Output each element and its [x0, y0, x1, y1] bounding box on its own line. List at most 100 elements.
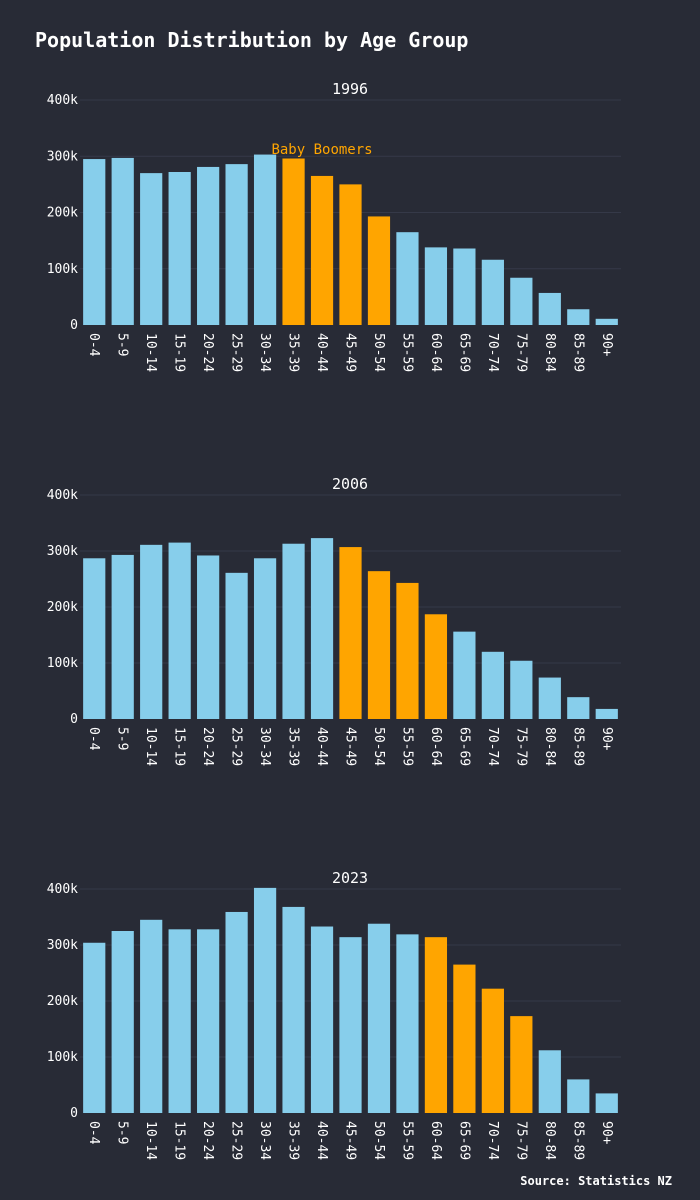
x-tick-label: 40-44	[314, 1121, 329, 1160]
y-tick-label: 0	[70, 1106, 78, 1121]
bar-2023-5-9	[111, 931, 134, 1113]
x-tick-label: 75-79	[513, 1121, 528, 1160]
bar-2006-5-9	[111, 554, 134, 719]
bar-1996-0-4	[83, 159, 106, 325]
chart-panel-1996: 0 100k 200k 300k 400k 1996 0-4 5-9 10-14 15-19 20-…	[47, 80, 621, 372]
x-tick-label: 75-79	[513, 727, 528, 766]
bar-1996-55-59	[396, 232, 419, 325]
x-tick-label: 0-4	[86, 333, 101, 357]
x-tick-label: 50-54	[371, 333, 386, 372]
bar-1996-85-89	[567, 309, 590, 325]
x-tick-label: 40-44	[314, 727, 329, 766]
x-tick-label: 80-84	[542, 727, 557, 766]
x-tick-label: 20-24	[200, 727, 215, 766]
x-tick-label: 90+	[599, 1121, 614, 1145]
x-tick-label: 45-49	[343, 333, 358, 372]
x-tick-label: 35-39	[286, 727, 301, 766]
bar-2023-45-49	[339, 937, 362, 1113]
y-tick-label: 200k	[47, 206, 78, 221]
x-tick-label: 20-24	[200, 1121, 215, 1160]
bar-2023-50-54	[367, 923, 391, 1113]
x-tick-label: 50-54	[371, 1121, 386, 1160]
x-tick-label: 75-79	[513, 333, 528, 372]
y-tick-label: 100k	[47, 1050, 78, 1065]
bar-1996-60-64	[424, 247, 448, 325]
x-tick-label: 65-69	[456, 1121, 471, 1160]
y-tick-label: 100k	[47, 262, 78, 277]
bar-2023-55-59	[396, 934, 419, 1113]
x-tick-label: 60-64	[428, 1121, 443, 1160]
bar-2006-20-24	[197, 555, 220, 719]
y-tick-label: 200k	[47, 994, 78, 1009]
bar-2023-10-14	[140, 919, 163, 1113]
x-tick-label: 65-69	[456, 727, 471, 766]
x-tick-label: 90+	[599, 727, 614, 751]
bar-1996-65-69	[453, 248, 476, 325]
bar-2006-10-14	[140, 544, 163, 719]
y-tick-label: 100k	[47, 656, 78, 671]
bar-2006-80-84	[538, 677, 561, 719]
bar-2023-25-29	[225, 911, 248, 1113]
bar-1996-35-39	[282, 158, 305, 325]
bar-1996-15-19	[168, 172, 191, 325]
bar-2023-75-79	[510, 1016, 533, 1113]
bar-1996-75-79	[510, 277, 533, 325]
bar-2006-15-19	[168, 542, 191, 719]
bar-1996-40-44	[310, 175, 334, 325]
x-tick-label: 5-9	[115, 1121, 130, 1144]
x-tick-label: 45-49	[343, 727, 358, 766]
x-tick-label: 55-59	[399, 333, 414, 372]
x-tick-label: 15-19	[172, 1121, 187, 1160]
x-tick-label: 35-39	[286, 1121, 301, 1160]
bar-2006-50-54	[367, 571, 391, 719]
bar-1996-25-29	[225, 164, 248, 325]
bar-2023-80-84	[538, 1050, 561, 1113]
bar-2006-45-49	[339, 547, 362, 719]
bar-2023-70-74	[481, 988, 504, 1113]
x-tick-label: 30-34	[257, 727, 272, 766]
x-tick-label: 55-59	[399, 1121, 414, 1160]
x-tick-label: 0-4	[86, 727, 101, 751]
x-tick-label: 25-29	[229, 333, 244, 372]
x-tick-label: 70-74	[485, 727, 500, 766]
x-tick-label: 15-19	[172, 333, 187, 372]
bar-2006-70-74	[481, 651, 504, 719]
y-tick-label: 300k	[47, 149, 78, 164]
y-tick-label: 0	[70, 712, 78, 727]
bar-2006-35-39	[282, 543, 305, 719]
bar-2006-30-34	[253, 558, 277, 719]
x-tick-label: 30-34	[257, 1121, 272, 1160]
x-tick-label: 5-9	[115, 333, 130, 356]
bar-1996-5-9	[111, 157, 134, 325]
x-tick-label: 20-24	[200, 333, 215, 372]
bar-1996-10-14	[140, 173, 163, 325]
x-tick-label: 25-29	[229, 1121, 244, 1160]
y-tick-label: 200k	[47, 600, 78, 615]
x-tick-label: 15-19	[172, 727, 187, 766]
bar-1996-90+	[595, 318, 618, 325]
x-tick-label: 80-84	[542, 333, 557, 372]
bar-2006-40-44	[310, 538, 334, 719]
y-tick-label: 300k	[47, 938, 78, 953]
bar-2023-90+	[595, 1093, 618, 1113]
x-tick-label: 30-34	[257, 333, 272, 372]
y-tick-label: 300k	[47, 544, 78, 559]
subplot-title: 2023	[332, 869, 368, 887]
bar-2006-0-4	[83, 558, 106, 719]
x-tick-label: 70-74	[485, 1121, 500, 1160]
bar-2023-65-69	[453, 964, 476, 1113]
y-tick-label: 400k	[47, 882, 78, 897]
bar-2023-0-4	[83, 942, 106, 1113]
subplot-title: 1996	[332, 80, 368, 98]
x-tick-label: 60-64	[428, 727, 443, 766]
x-tick-label: 0-4	[86, 1121, 101, 1145]
chart-panel-2006: 0 100k 200k 300k 400k 2006 0-4 5-9 10-14 15-19 20-…	[47, 475, 621, 766]
source-note: Source: Statistics NZ	[520, 1174, 672, 1188]
bar-2023-60-64	[424, 937, 448, 1113]
subplot-title: 2006	[332, 475, 368, 493]
x-tick-label: 45-49	[343, 1121, 358, 1160]
bar-2023-40-44	[310, 926, 334, 1113]
x-tick-label: 55-59	[399, 727, 414, 766]
